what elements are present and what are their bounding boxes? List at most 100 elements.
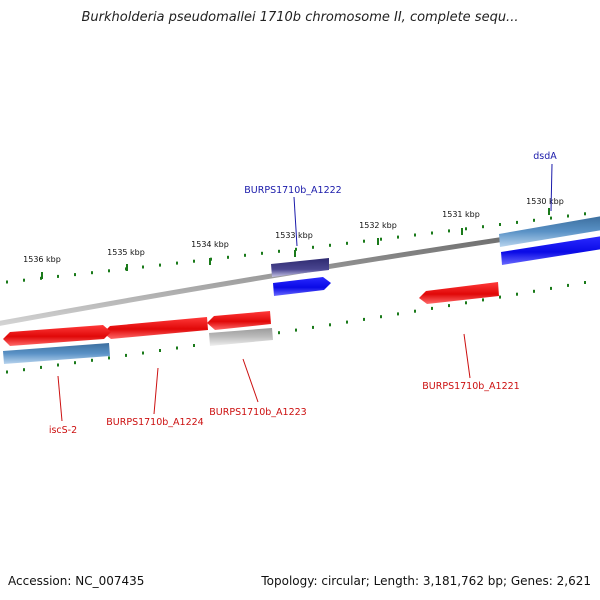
minor-tick xyxy=(465,227,467,231)
gene-label-a1221[interactable]: BURPS1710b_A1221 xyxy=(422,381,519,392)
minor-tick xyxy=(482,225,484,229)
minor-tick xyxy=(244,253,246,257)
minor-tick xyxy=(142,351,144,355)
minor-tick xyxy=(74,361,76,365)
minor-tick xyxy=(40,365,42,369)
minor-tick xyxy=(329,243,331,247)
minor-tick xyxy=(295,247,297,251)
gene-feature-a1223-other xyxy=(209,328,273,346)
minor-tick xyxy=(312,245,314,249)
minor-tick xyxy=(499,223,501,226)
minor-tick xyxy=(159,349,161,352)
minor-tick xyxy=(278,249,280,253)
minor-tick xyxy=(91,358,93,362)
gene-label-a1224[interactable]: BURPS1710b_A1224 xyxy=(106,417,203,428)
gene-feature-a1223-gene xyxy=(207,311,271,330)
minor-tick xyxy=(261,251,263,255)
minor-tick xyxy=(414,309,416,313)
ruler-tick-1534 xyxy=(209,258,211,265)
minor-tick xyxy=(193,259,195,263)
accession-text: Accession: NC_007435 xyxy=(8,574,145,588)
ruler-label-1535: 1535 kbp xyxy=(107,248,145,257)
minor-tick xyxy=(584,281,586,284)
gene-feature-a1222-other xyxy=(271,258,329,277)
ruler-label-1536: 1536 kbp xyxy=(23,255,61,264)
gene-label-a1222[interactable]: BURPS1710b_A1222 xyxy=(244,185,341,196)
minor-tick xyxy=(295,328,297,332)
gene-feature-a1224-gene xyxy=(103,317,208,339)
minor-tick xyxy=(465,301,467,305)
minor-tick xyxy=(108,269,110,273)
minor-tick xyxy=(567,283,569,287)
minor-tick xyxy=(74,273,76,277)
gene-feature-iscs2-gene xyxy=(3,325,111,346)
leader-a1223 xyxy=(242,358,259,403)
minor-tick xyxy=(363,239,365,243)
minor-tick xyxy=(23,368,25,372)
leader-dsda xyxy=(550,163,553,212)
ruler-tick-1535 xyxy=(126,264,128,271)
gene-feature-dsda-gene xyxy=(501,236,600,265)
minor-tick xyxy=(499,295,501,299)
gene-feature-a1222-gene xyxy=(273,277,331,296)
minor-tick xyxy=(125,353,127,357)
outer-tick-row xyxy=(6,212,586,284)
minor-tick xyxy=(550,216,552,220)
leader-a1224 xyxy=(153,367,159,415)
minor-tick xyxy=(516,220,518,224)
ruler-label-1531: 1531 kbp xyxy=(442,210,480,219)
minor-tick xyxy=(6,370,8,374)
minor-tick xyxy=(176,346,178,350)
minor-tick xyxy=(550,286,552,290)
minor-tick xyxy=(431,306,433,310)
minor-tick xyxy=(567,214,569,218)
ruler-tick-1533 xyxy=(294,250,296,257)
minor-tick xyxy=(227,255,229,259)
minor-tick xyxy=(533,218,535,222)
minor-tick xyxy=(448,304,450,308)
minor-tick xyxy=(329,323,331,327)
minor-tick xyxy=(142,265,144,269)
gene-feature-dsda-cds xyxy=(499,216,600,247)
map-title: Burkholderia pseudomallei 1710b chromoso… xyxy=(81,10,519,25)
ruler-label-1533: 1533 kbp xyxy=(275,231,313,240)
ruler-label-1530: 1530 kbp xyxy=(526,197,564,206)
gene-feature-a1221-gene xyxy=(419,282,499,304)
minor-tick xyxy=(57,274,59,278)
minor-tick xyxy=(414,233,416,237)
minor-tick xyxy=(176,261,178,265)
gene-label-iscs2[interactable]: iscS-2 xyxy=(49,425,77,436)
minor-tick xyxy=(584,212,586,216)
gene-label-dsda[interactable]: dsdA xyxy=(533,151,557,162)
minor-tick xyxy=(397,312,399,316)
leader-iscs2 xyxy=(57,375,63,422)
minor-tick xyxy=(516,292,518,296)
minor-tick xyxy=(23,278,25,282)
minor-tick xyxy=(193,344,195,347)
gene-feature-iscs2-cds xyxy=(3,343,110,364)
ruler-tick-1531 xyxy=(461,228,463,235)
minor-tick xyxy=(278,331,280,335)
minor-tick xyxy=(108,356,110,360)
minor-tick xyxy=(380,315,382,319)
minor-tick xyxy=(482,298,484,302)
minor-tick xyxy=(346,241,348,245)
minor-tick xyxy=(533,289,535,293)
minor-tick xyxy=(159,263,161,267)
minor-tick xyxy=(6,280,8,284)
ruler-ticks xyxy=(41,208,550,279)
minor-tick xyxy=(380,237,382,241)
topology-text: Topology: circular; Length: 3,181,762 bp… xyxy=(261,574,591,588)
ruler-label-1534: 1534 kbp xyxy=(191,240,229,249)
minor-tick xyxy=(346,320,348,324)
minor-tick xyxy=(312,325,314,329)
ruler-tick-1532 xyxy=(377,238,379,245)
ruler-label-1532: 1532 kbp xyxy=(359,221,397,230)
leader-a1221 xyxy=(463,333,471,379)
minor-tick xyxy=(363,317,365,321)
ruler-tick-1536 xyxy=(41,272,43,279)
gene-label-a1223[interactable]: BURPS1710b_A1223 xyxy=(209,407,306,418)
minor-tick xyxy=(91,271,93,275)
minor-tick xyxy=(448,229,450,233)
